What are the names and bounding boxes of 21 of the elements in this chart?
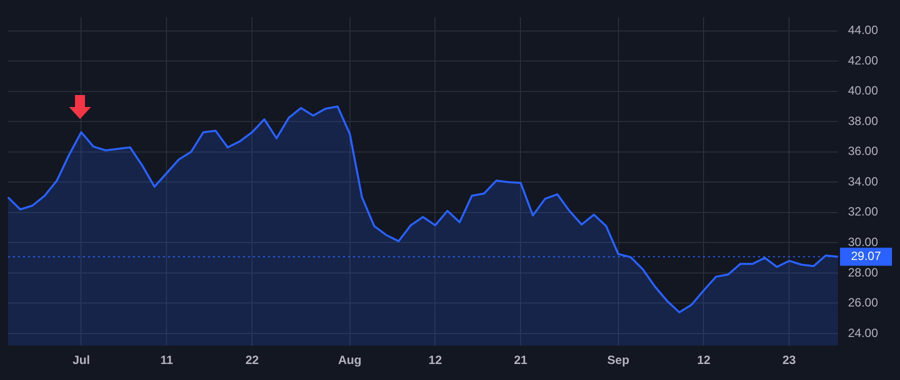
- y-tick-label: 40.00: [848, 84, 878, 98]
- x-tick-label: 12: [697, 353, 711, 368]
- y-tick-label: 44.00: [848, 23, 878, 38]
- x-tick-label: 11: [160, 353, 174, 368]
- y-tick-label: 24.00: [848, 326, 878, 340]
- y-tick-label: 34.00: [848, 174, 878, 188]
- y-tick-label: 32.00: [848, 204, 878, 219]
- y-tick-label: 38.00: [848, 114, 878, 128]
- x-tick-label: 23: [782, 353, 796, 368]
- x-tick-label: 12: [428, 353, 442, 368]
- y-tick-label: 42.00: [848, 53, 878, 68]
- ref-line-label: 29.07: [850, 249, 882, 264]
- y-tick-label: 28.00: [848, 265, 878, 280]
- y-tick-label: 26.00: [848, 296, 878, 310]
- x-tick-label: 22: [245, 353, 260, 368]
- x-tick-label: Aug: [338, 353, 362, 368]
- y-tick-label: 36.00: [848, 144, 878, 158]
- x-tick-label: 21: [514, 353, 528, 368]
- y-tick-label: 30.00: [848, 235, 878, 250]
- x-tick-label: Sep: [607, 353, 630, 368]
- x-tick-label: Jul: [72, 353, 90, 368]
